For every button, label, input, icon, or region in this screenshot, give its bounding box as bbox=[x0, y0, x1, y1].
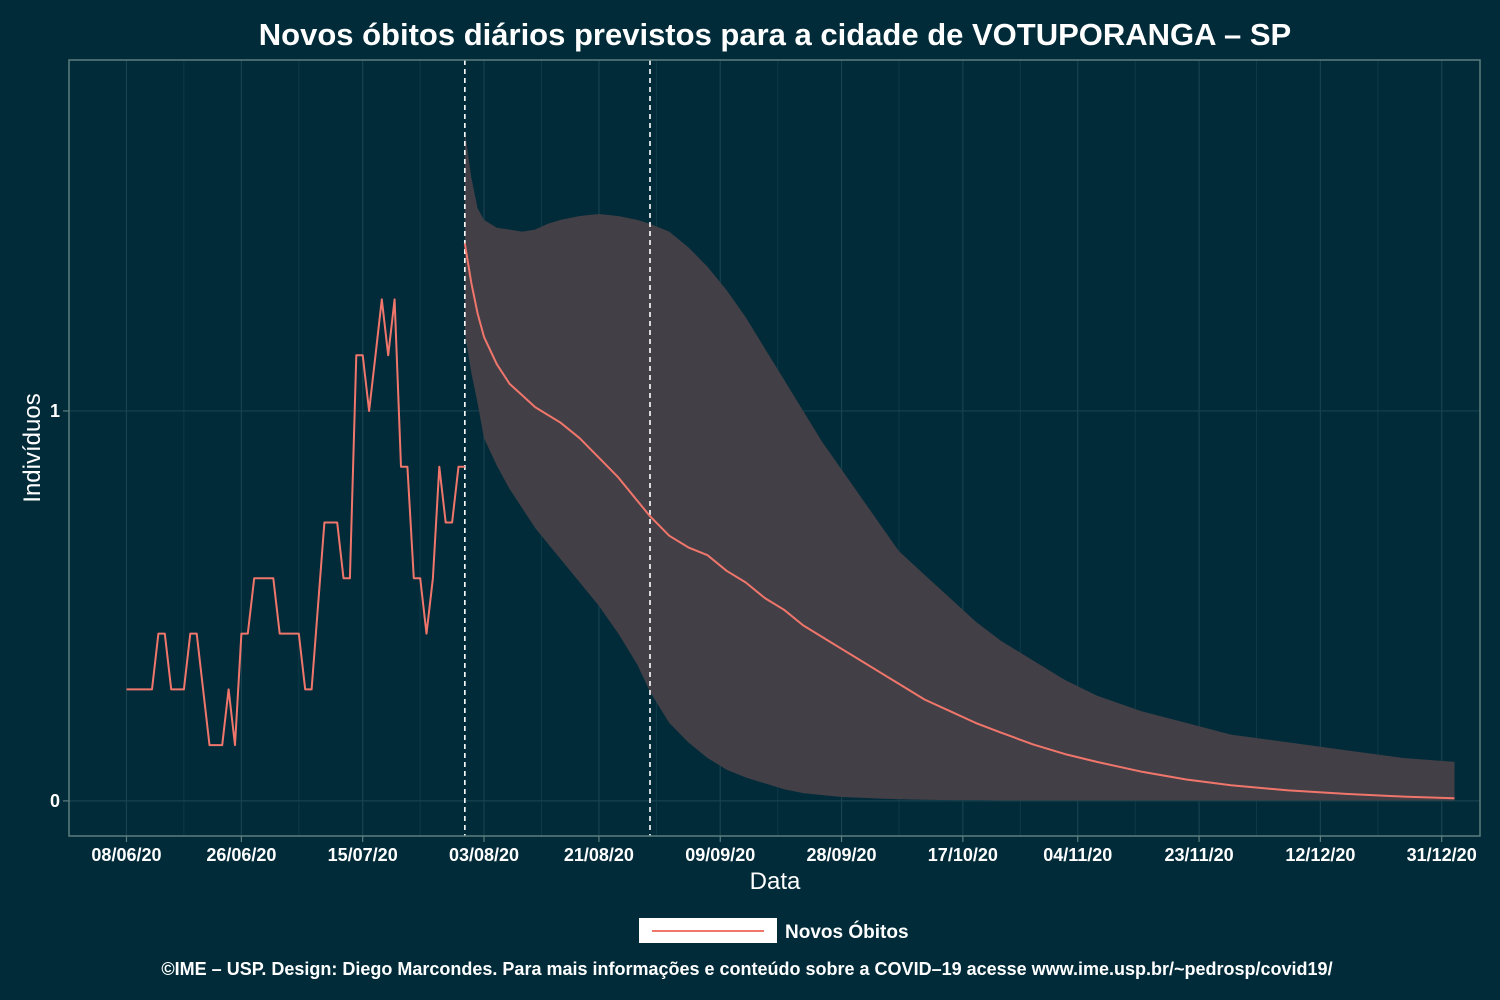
x-tick-label: 09/09/20 bbox=[685, 845, 755, 865]
y-axis-label: Indivíduos bbox=[19, 393, 46, 502]
legend-label: Novos Óbitos bbox=[785, 921, 909, 943]
forecast-band bbox=[464, 130, 1455, 801]
x-tick-label: 15/07/20 bbox=[328, 845, 398, 865]
observed-series-line bbox=[126, 298, 465, 747]
y-tick-label: 0 bbox=[50, 791, 60, 811]
x-tick-label: 28/09/20 bbox=[806, 845, 876, 865]
vertical-markers bbox=[464, 60, 651, 836]
x-tick-label: 17/10/20 bbox=[928, 845, 998, 865]
x-axis-label: Data bbox=[750, 868, 801, 895]
x-tick-label: 26/06/20 bbox=[206, 845, 276, 865]
x-axis-ticks: 08/06/20 26/06/20 15/07/20 03/08/20 21/08/20… bbox=[91, 836, 1477, 865]
x-tick-label: 04/11/20 bbox=[1043, 845, 1112, 865]
x-tick-label: 03/08/20 bbox=[449, 845, 519, 865]
chart-title: Novos óbitos diários previstos para a ci… bbox=[259, 17, 1291, 52]
legend: Novos Óbitos bbox=[639, 918, 909, 943]
x-tick-label: 31/12/20 bbox=[1407, 845, 1477, 865]
y-axis-ticks: 01 bbox=[50, 401, 69, 811]
caption: ©IME – USP. Design: Diego Marcondes. Par… bbox=[161, 959, 1332, 979]
x-tick-label: 21/08/20 bbox=[564, 845, 634, 865]
x-tick-label: 23/11/20 bbox=[1165, 845, 1234, 865]
y-tick-label: 1 bbox=[50, 401, 60, 421]
forecast-series-line bbox=[463, 243, 1455, 800]
x-tick-label: 08/06/20 bbox=[91, 845, 161, 865]
x-tick-label: 12/12/20 bbox=[1285, 845, 1355, 865]
series-lines bbox=[126, 243, 1455, 800]
forecast-interval-band bbox=[464, 130, 1455, 801]
panel-border bbox=[68, 59, 1481, 837]
